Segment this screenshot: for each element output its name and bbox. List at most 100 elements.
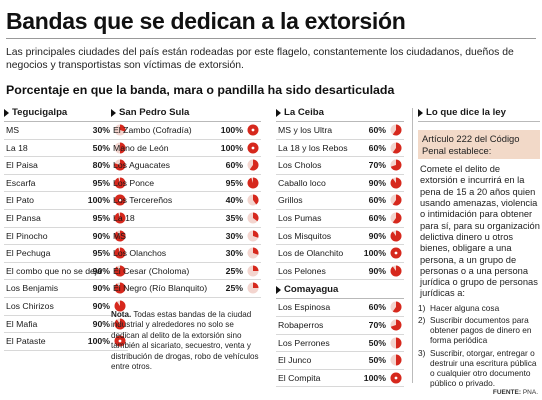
gang-row: El Zambo (Cofradía) 100% [111,122,261,140]
gang-name: Caballo loco [278,177,326,188]
gang-row: Caballo loco 90% [276,175,404,193]
gang-name: El Pataste [6,336,46,347]
gang-name: MS [6,125,20,135]
gang-row: El Paisa 80% [4,157,128,175]
gang-percentage: 90% [368,230,386,241]
law-list: 1) Hacer alguna cosa 2) Suscribir document… [418,303,540,389]
gang-row: La 18 50% [4,140,128,158]
gang-row: El Cesar (Choloma) 25% [111,263,261,281]
gang-percentage: 95% [92,212,110,223]
gang-row: La 18 35% [111,210,261,228]
gang-percentage: 95% [225,177,243,188]
gang-percentage: 60% [225,160,243,171]
percentage-pie-icon [247,194,259,206]
section-headline: Porcentaje en que la banda, mara o pandi… [6,83,395,97]
gang-percentage: 50% [368,337,386,348]
gang-list: El Zambo (Cofradía) 100% Mano de León 100% L… [111,122,261,298]
gang-percentage: 100% [220,142,243,153]
gang-name: El Paisa [6,160,38,171]
percentage-pie-icon [114,212,126,224]
gang-row: Los Misquitos 90% [276,228,404,246]
law-item: 2) Suscribir documentos para obtener pago… [418,315,540,346]
gang-row: Los Ponce 95% [111,175,261,193]
percentage-pie-icon [390,265,402,277]
gang-name: Los Tercereños [113,195,173,206]
gang-percentage: 90% [92,283,110,294]
city-heading: San Pedro Sula [111,105,261,122]
gang-percentage: 30% [225,230,243,241]
law-item-number: 2) [418,314,426,325]
gang-percentage: 70% [368,160,386,171]
gang-row: Robaperros 70% [276,317,404,335]
gang-percentage: 100% [220,125,243,135]
column-la-ceiba: La Ceiba MS y los Ultra 60% La 18 y los Re… [276,105,404,388]
gang-percentage: 50% [92,142,110,153]
percentage-pie-icon [247,230,259,242]
gang-percentage: 90% [92,265,110,276]
gang-percentage: 60% [368,142,386,153]
note-body: Todas estas bandas de la ciudad industri… [111,310,259,372]
gang-percentage: 40% [225,195,243,206]
gang-name: Robaperros [278,319,324,330]
gang-percentage: 35% [225,212,243,223]
page-title: Bandas que se dedican a la extorsión [6,8,406,34]
percentage-pie-icon [247,265,259,277]
percentage-pie-icon [114,142,126,154]
law-item: 3) Suscribir, otorgar, entregar o destrui… [418,348,540,389]
percentage-pie-icon [114,177,126,189]
gang-row: Mano de León 100% [111,140,261,158]
gang-percentage: 100% [87,195,110,206]
gang-name: Los Pelones [278,265,326,276]
gang-percentage: 90% [368,177,386,188]
percentage-pie-icon [247,159,259,171]
gang-name: La 18 y los Rebos [278,142,348,153]
gang-percentage: 90% [92,318,110,329]
percentage-pie-icon [390,177,402,189]
gang-row: Los Olanchos 30% [111,245,261,263]
gang-name: El Pansa [6,212,41,223]
note-text: Nota. Todas estas bandas de la ciudad in… [111,310,261,372]
gang-name: El Zambo (Cofradía) [113,125,192,135]
gang-name: MS y los Ultra [278,125,333,135]
law-item-text: Hacer alguna cosa [430,302,500,313]
law-item-text: Suscribir, otorgar, entregar o destruir … [430,347,537,389]
percentage-pie-icon [114,300,126,312]
gang-row: El Pansa 95% [4,210,128,228]
column-divider [412,108,413,383]
percentage-pie-icon [114,124,126,136]
percentage-pie-icon [390,159,402,171]
gang-row: El Negro (Río Blanquito) 25% [111,280,261,298]
gang-row: MS 30% [111,228,261,246]
gang-percentage: 30% [92,125,110,135]
gang-row: Los Perrones 50% [276,335,404,353]
percentage-pie-icon [390,142,402,154]
percentage-pie-icon [247,247,259,259]
column-law: Lo que dice la ley Artículo 222 del Códi… [418,105,540,390]
gang-name: Los Espinosa [278,302,331,313]
percentage-pie-icon [390,230,402,242]
gang-name: El Pechuga [6,248,51,259]
gang-name: Los Perrones [278,337,330,348]
gang-row: Escarfa 95% [4,175,128,193]
gang-list: MS 30% La 18 50% El Paisa 80% Escarfa 95% El Pat… [4,122,128,351]
gang-row: Los Benjamis 90% [4,280,128,298]
gang-name: Los Benjamis [6,283,59,294]
gang-percentage: 60% [368,302,386,313]
gang-name: Mano de León [113,142,169,153]
note-label: Nota. [111,310,132,319]
percentage-pie-icon [390,354,402,366]
gang-percentage: 100% [363,248,386,259]
gang-name: Grillos [278,195,303,206]
source-credit: FUENTE: PNA. [493,389,538,396]
gang-row: Los Cholos 70% [276,157,404,175]
gang-percentage: 60% [368,125,386,135]
percentage-pie-icon [390,337,402,349]
gang-row: El Pataste 100% [4,333,128,351]
gang-row: La 18 y los Rebos 60% [276,140,404,158]
gang-row: Los Pumas 60% [276,210,404,228]
gang-name: Los Olanchos [113,248,167,259]
gang-name: El Pinocho [6,230,48,241]
gang-name: Escarfa [6,177,36,188]
source-label: FUENTE: [492,389,522,396]
percentage-pie-icon [247,282,259,294]
